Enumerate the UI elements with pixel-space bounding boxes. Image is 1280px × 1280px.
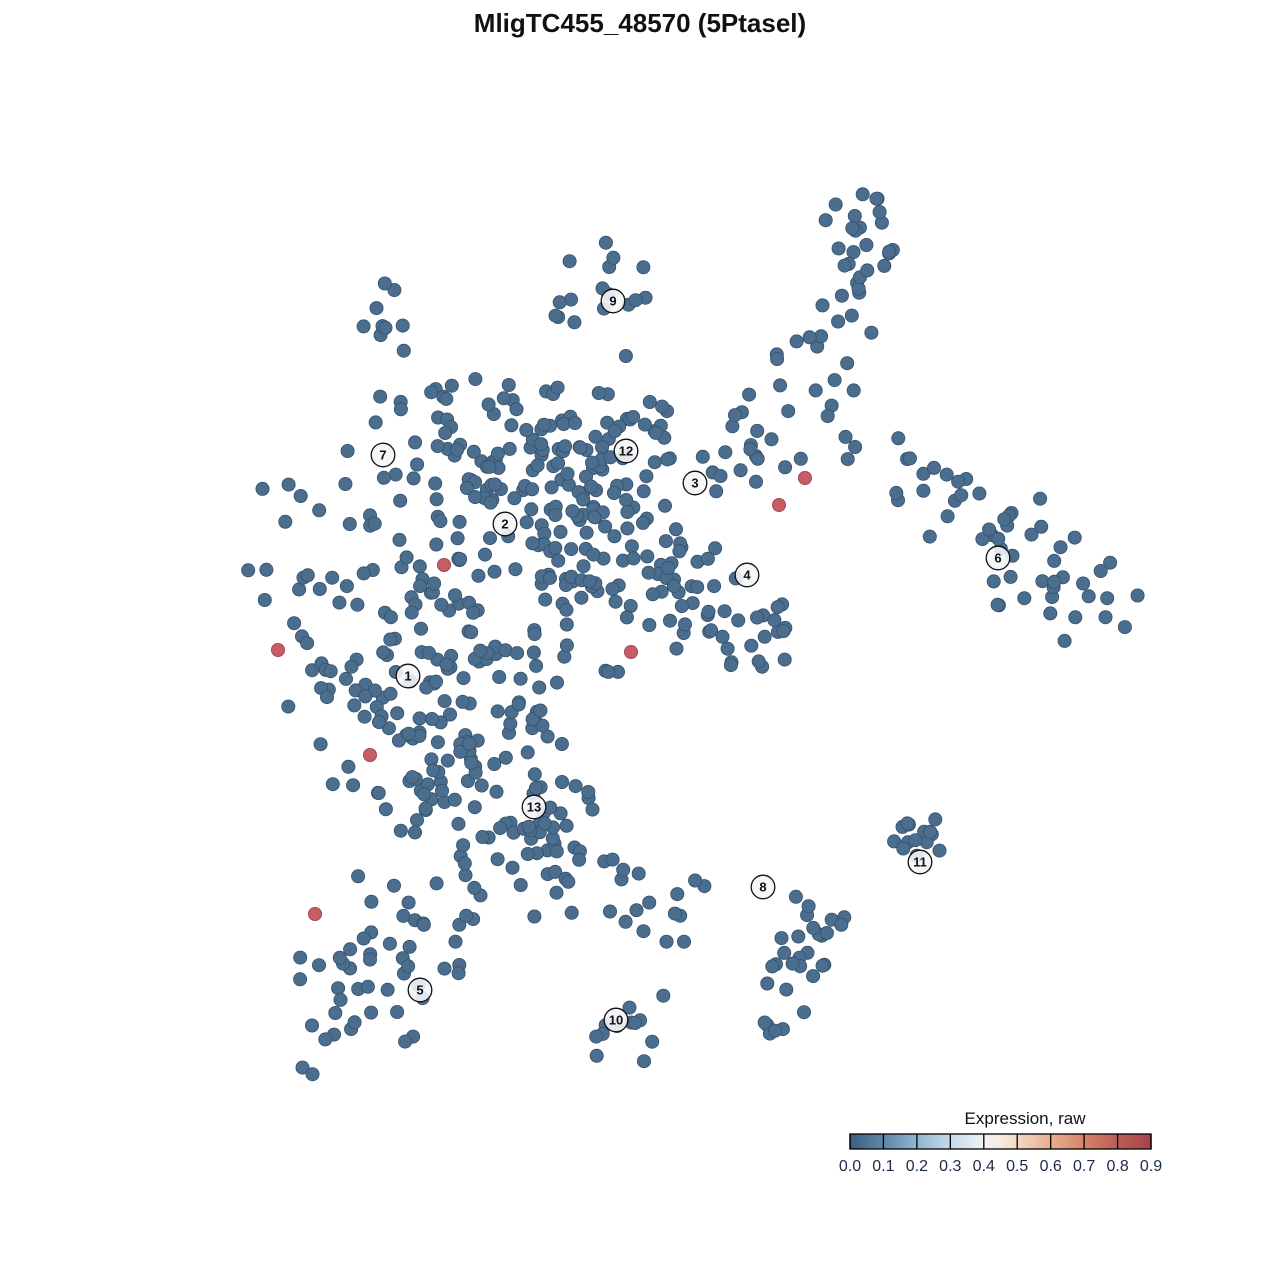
svg-text:0.3: 0.3	[939, 1158, 961, 1175]
svg-text:11: 11	[913, 854, 927, 869]
svg-text:0.4: 0.4	[973, 1158, 995, 1175]
svg-text:6: 6	[994, 550, 1001, 565]
svg-text:12: 12	[619, 443, 633, 458]
svg-text:0.8: 0.8	[1106, 1158, 1128, 1175]
svg-text:10: 10	[609, 1012, 623, 1027]
svg-text:8: 8	[759, 879, 766, 894]
svg-text:0.7: 0.7	[1073, 1158, 1095, 1175]
svg-text:2: 2	[501, 516, 508, 531]
svg-text:9: 9	[609, 293, 616, 308]
svg-text:1: 1	[404, 668, 411, 683]
svg-text:4: 4	[743, 567, 751, 582]
svg-text:0.6: 0.6	[1040, 1158, 1062, 1175]
svg-text:0.1: 0.1	[872, 1158, 894, 1175]
svg-text:5: 5	[416, 982, 423, 997]
svg-text:0.9: 0.9	[1140, 1158, 1162, 1175]
svg-text:0.5: 0.5	[1006, 1158, 1028, 1175]
svg-text:7: 7	[379, 447, 386, 462]
svg-text:Expression, raw: Expression, raw	[965, 1109, 1087, 1128]
svg-text:3: 3	[691, 475, 698, 490]
svg-text:13: 13	[527, 799, 541, 814]
svg-text:0.2: 0.2	[906, 1158, 928, 1175]
svg-text:0.0: 0.0	[839, 1158, 861, 1175]
